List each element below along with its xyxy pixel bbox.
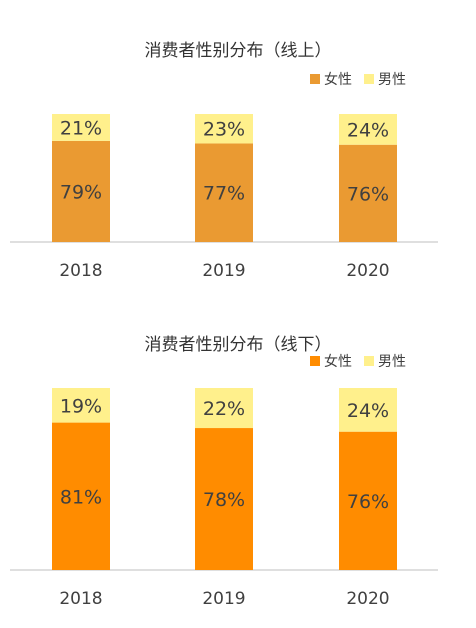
- legend-item-female: 女性: [310, 69, 352, 89]
- legend-swatch-male: [364, 74, 374, 84]
- bar-male-2018: [52, 388, 110, 423]
- bar-female-2020: [339, 431, 397, 570]
- x-tick-label: 2018: [59, 589, 102, 609]
- data-label: 77%: [203, 183, 245, 205]
- chart-title: 消费者性别分布（线下）: [144, 335, 332, 355]
- bar-male-2019: [195, 388, 253, 429]
- bar-male-2020: [339, 388, 397, 432]
- legend-swatch-male: [364, 356, 374, 366]
- chart-plot-offline: 81% 19% 2018 78% 22% 2019 76% 24% 2020: [10, 388, 438, 609]
- x-tick-label: 2018: [59, 261, 102, 281]
- data-label: 19%: [60, 395, 102, 417]
- chart-online: 消费者性别分布（线上） 女性 男性 79% 21% 2018 77% 23% 2019 76…: [0, 0, 476, 300]
- data-label: 76%: [347, 491, 389, 513]
- bar-female-2019: [195, 428, 253, 570]
- chart-offline: 消费者性别分布（线下） 女性 男性 81% 19% 2018 78% 22% 2019 76…: [0, 300, 476, 628]
- bar-female-2018: [52, 422, 110, 570]
- bar-male-2020: [339, 114, 397, 145]
- legend-item-female: 女性: [310, 351, 352, 371]
- legend: 女性 男性: [298, 69, 406, 89]
- bar-female-2019: [195, 143, 253, 242]
- bar-male-2018: [52, 114, 110, 141]
- data-label: 22%: [203, 398, 245, 420]
- data-label: 81%: [60, 486, 102, 508]
- chart-plot-online: 79% 21% 2018 77% 23% 2019 76% 24% 2020: [10, 114, 438, 281]
- legend-label-female: 女性: [324, 72, 352, 88]
- data-label: 79%: [60, 181, 102, 203]
- data-label: 76%: [347, 183, 389, 205]
- x-tick-label: 2020: [346, 589, 389, 609]
- chart-title: 消费者性别分布（线上）: [144, 41, 332, 61]
- legend: 女性 男性: [298, 351, 406, 371]
- bar-female-2018: [52, 140, 110, 242]
- legend-label-male: 男性: [378, 354, 406, 370]
- x-tick-label: 2019: [202, 589, 245, 609]
- legend-item-male: 男性: [364, 351, 406, 371]
- legend-swatch-female: [310, 356, 320, 366]
- legend-label-male: 男性: [378, 72, 406, 88]
- data-label: 24%: [347, 400, 389, 422]
- data-label: 78%: [203, 489, 245, 511]
- data-label: 23%: [203, 119, 245, 141]
- x-tick-label: 2020: [346, 261, 389, 281]
- bar-female-2020: [339, 144, 397, 242]
- legend-swatch-female: [310, 74, 320, 84]
- data-label: 21%: [60, 117, 102, 139]
- legend-label-female: 女性: [324, 354, 352, 370]
- legend-item-male: 男性: [364, 69, 406, 89]
- bar-male-2019: [195, 114, 253, 144]
- x-tick-label: 2019: [202, 261, 245, 281]
- data-label: 24%: [347, 119, 389, 141]
